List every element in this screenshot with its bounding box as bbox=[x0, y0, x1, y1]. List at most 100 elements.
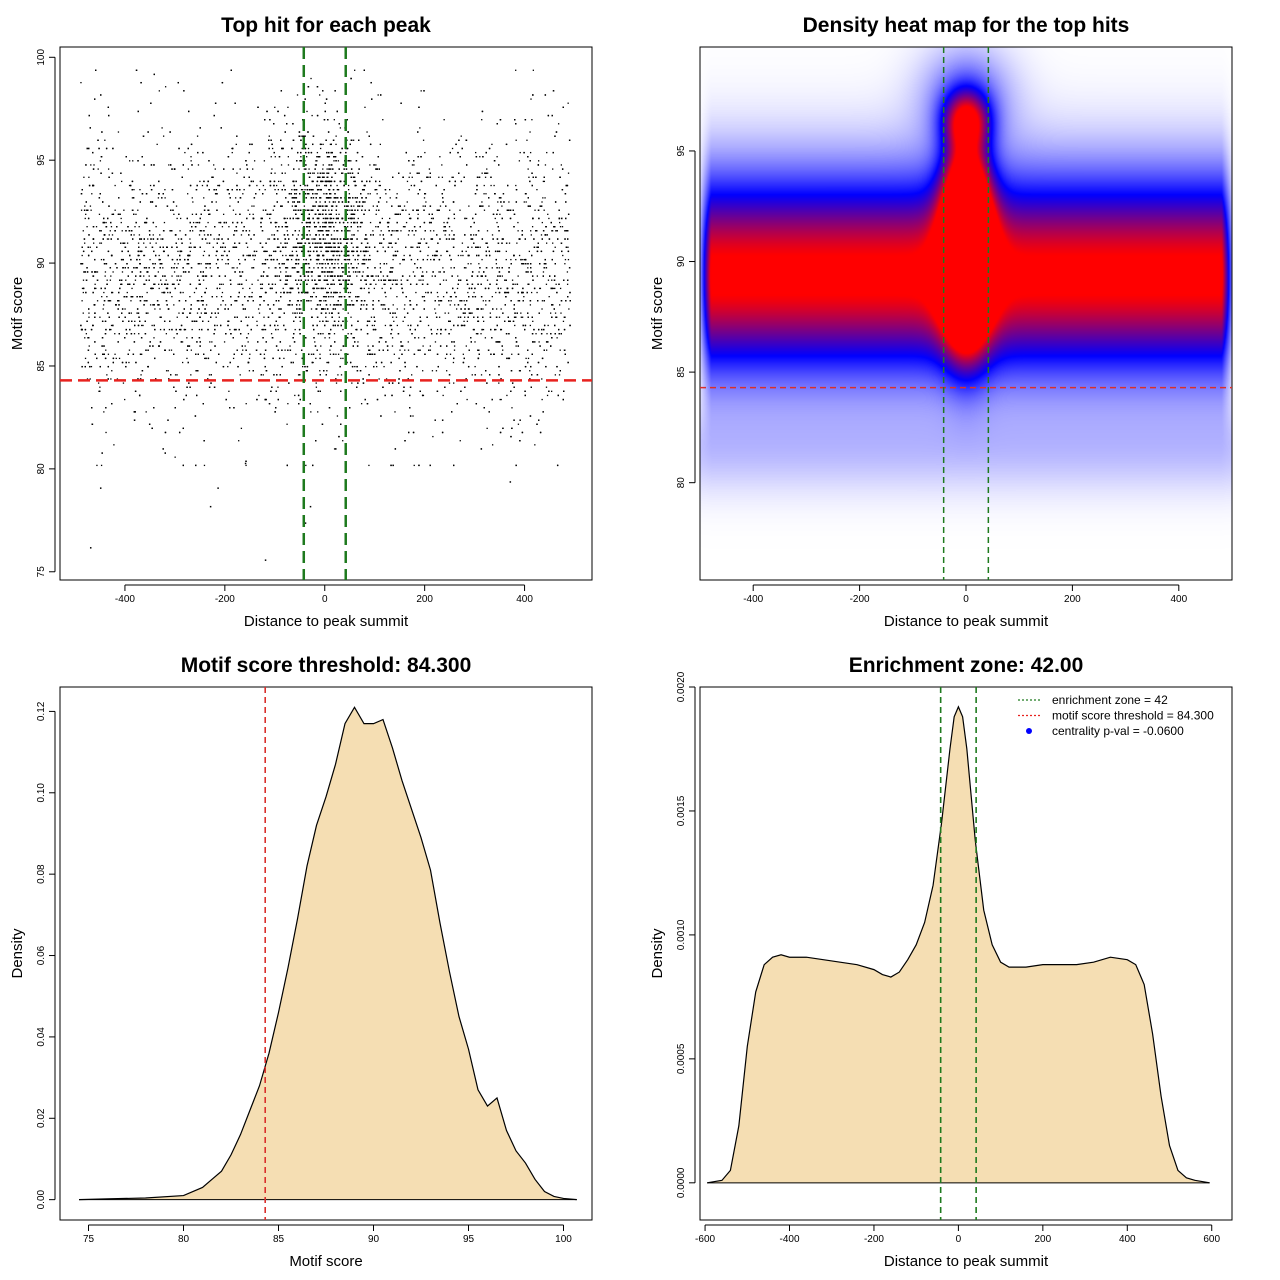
scatter-point bbox=[443, 221, 445, 224]
scatter-point bbox=[284, 172, 286, 174]
scatter-point bbox=[121, 180, 123, 183]
scatter-point bbox=[312, 205, 314, 207]
scatter-point bbox=[224, 304, 227, 306]
scatter-point bbox=[334, 201, 336, 203]
scatter-point bbox=[109, 230, 111, 232]
scatter-point bbox=[425, 201, 427, 203]
scatter-point bbox=[300, 156, 302, 158]
scatter-point bbox=[545, 349, 548, 351]
scatter-point bbox=[352, 139, 355, 141]
scatter-point bbox=[200, 296, 203, 298]
scatter-point bbox=[318, 234, 320, 236]
scatter-point bbox=[173, 337, 175, 339]
scatter-point bbox=[88, 345, 90, 347]
scatter-point bbox=[385, 193, 387, 195]
scatter-point bbox=[308, 221, 310, 224]
scatter-point bbox=[102, 308, 104, 310]
scatter-point bbox=[274, 172, 276, 174]
scatter-point bbox=[181, 341, 184, 343]
scatter-point bbox=[427, 254, 429, 257]
scatter-point bbox=[450, 328, 452, 331]
scatter-point bbox=[460, 135, 462, 137]
scatter-point bbox=[465, 250, 467, 253]
scatter-point bbox=[178, 312, 180, 314]
scatter-point bbox=[337, 160, 340, 162]
scatter-point bbox=[268, 135, 270, 137]
scatter-point bbox=[520, 316, 522, 318]
scatter-point bbox=[100, 230, 102, 232]
scatter-point bbox=[285, 271, 287, 273]
scatter-point bbox=[393, 320, 395, 323]
scatter-point bbox=[303, 168, 305, 170]
scatter-point bbox=[217, 184, 219, 187]
scatter-point bbox=[319, 300, 321, 302]
scatter-point bbox=[215, 316, 217, 318]
scatter-point bbox=[496, 156, 498, 158]
scatter-point bbox=[205, 304, 208, 306]
scatter-point bbox=[498, 267, 500, 269]
scatter-point bbox=[242, 193, 244, 195]
scatter-point bbox=[327, 217, 329, 220]
scatter-point bbox=[434, 312, 437, 314]
scatter-point bbox=[495, 291, 497, 294]
scatter-point bbox=[546, 333, 548, 335]
scatter-point bbox=[357, 263, 360, 265]
scatter-point bbox=[296, 94, 299, 96]
scatter-point bbox=[258, 188, 261, 191]
scatter-point bbox=[114, 353, 116, 355]
scatter-point bbox=[196, 312, 199, 314]
scatter-point bbox=[498, 382, 500, 384]
scatter-point bbox=[229, 328, 231, 331]
scatter-point bbox=[535, 333, 537, 335]
scatter-point bbox=[515, 184, 517, 187]
scatter-point bbox=[333, 333, 336, 335]
scatter-point bbox=[400, 279, 402, 281]
scatter-point bbox=[505, 250, 507, 253]
scatter-point bbox=[301, 147, 303, 150]
scatter-point bbox=[213, 164, 215, 166]
scatter-point bbox=[223, 341, 226, 343]
scatter-point bbox=[155, 242, 157, 244]
scatter-point bbox=[408, 188, 410, 191]
scatter-point bbox=[487, 172, 489, 174]
scatter-point bbox=[427, 246, 430, 248]
scatter-point bbox=[453, 345, 456, 347]
scatter-point bbox=[397, 238, 399, 240]
scatter-point bbox=[505, 258, 507, 261]
scatter-point bbox=[217, 312, 220, 314]
scatter-point bbox=[280, 164, 283, 166]
scatter-point bbox=[369, 254, 371, 257]
scatter-point bbox=[138, 226, 140, 228]
scatter-point bbox=[442, 296, 445, 298]
scatter-point bbox=[93, 242, 95, 244]
scatter-point bbox=[508, 242, 511, 244]
scatter-point bbox=[159, 316, 161, 318]
scatter-point bbox=[267, 238, 269, 240]
scatter-point bbox=[284, 226, 287, 228]
scatter-point bbox=[483, 184, 485, 187]
scatter-point bbox=[442, 267, 444, 269]
scatter-point bbox=[532, 69, 535, 71]
scatter-point bbox=[117, 131, 120, 133]
scatter-point bbox=[265, 250, 267, 253]
scatter-point bbox=[450, 267, 452, 269]
scatter-point bbox=[301, 221, 303, 224]
scatter-point bbox=[422, 370, 424, 372]
scatter-point bbox=[311, 275, 313, 277]
scatter-point bbox=[482, 328, 485, 331]
scatter-point bbox=[484, 337, 487, 339]
scatter-point bbox=[227, 365, 229, 368]
scatter-point bbox=[329, 353, 332, 355]
scatter-point bbox=[545, 386, 548, 388]
scatter-point bbox=[158, 90, 160, 92]
scatter-point bbox=[328, 201, 331, 203]
scatter-point bbox=[299, 320, 301, 323]
scatter-point bbox=[252, 168, 254, 170]
scatter-point bbox=[443, 230, 445, 232]
scatter-point bbox=[91, 193, 93, 195]
scatter-point bbox=[328, 226, 330, 228]
scatter-point bbox=[179, 217, 182, 220]
scatter-point bbox=[452, 361, 455, 364]
scatter-point bbox=[294, 328, 296, 331]
scatter-point bbox=[271, 147, 274, 150]
